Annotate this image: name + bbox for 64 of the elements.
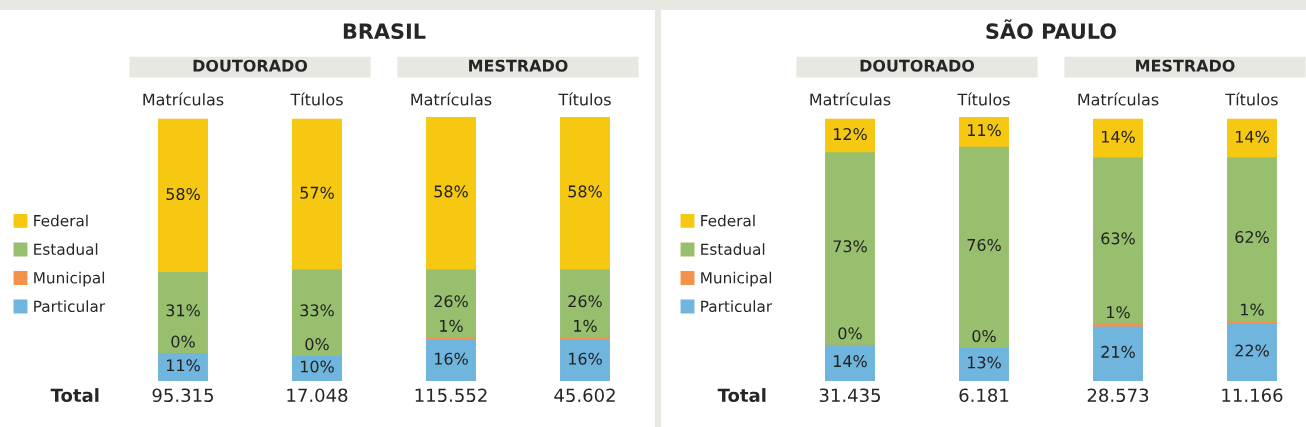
text: 17.048 bbox=[287, 388, 348, 403]
x-tick-label: Títulos bbox=[290, 92, 343, 106]
data-label: 26% bbox=[434, 295, 468, 308]
data-label: 57% bbox=[300, 186, 334, 199]
text: DOUTORADO bbox=[193, 59, 308, 72]
data-label: 62% bbox=[1235, 230, 1269, 244]
data-label: 13% bbox=[968, 356, 1001, 369]
text: MESTRADO bbox=[469, 59, 568, 72]
x-tick-label: Matrículas bbox=[810, 92, 891, 106]
data-label: 11% bbox=[167, 359, 200, 372]
data-label: 58% bbox=[166, 187, 200, 201]
x-tick-label: Títulos bbox=[1225, 92, 1278, 106]
data-label: 14% bbox=[834, 355, 867, 368]
data-label: 22% bbox=[1235, 344, 1269, 357]
text: Total bbox=[50, 388, 99, 403]
data-label: 58% bbox=[434, 185, 468, 198]
x-tick-label: Matrículas bbox=[143, 92, 224, 106]
legend-label: Estadual bbox=[34, 243, 98, 255]
x-tick-label: Títulos bbox=[558, 92, 611, 106]
data-label: 76% bbox=[967, 238, 1001, 251]
legend-label: Municipal bbox=[701, 271, 772, 287]
legend-label: Particular bbox=[701, 300, 773, 313]
data-label: 1% bbox=[440, 319, 463, 332]
data-label: 26% bbox=[568, 295, 602, 308]
text: 45.602 bbox=[554, 388, 615, 403]
data-label: 1% bbox=[574, 319, 597, 332]
data-label: 63% bbox=[1101, 232, 1135, 245]
x-tick-label: Títulos bbox=[957, 92, 1010, 106]
data-label: 1% bbox=[1241, 303, 1264, 316]
text: 28.573 bbox=[1087, 388, 1149, 403]
data-label: 21% bbox=[1101, 345, 1135, 358]
text: 115.552 bbox=[415, 388, 487, 403]
data-label: 31% bbox=[166, 304, 200, 317]
data-label: 14% bbox=[1236, 130, 1269, 143]
data-label: 11% bbox=[968, 124, 1001, 137]
data-label: 0% bbox=[305, 338, 329, 351]
data-label: 16% bbox=[569, 352, 602, 365]
x-tick-label: Matrículas bbox=[1078, 92, 1159, 106]
data-label: 12% bbox=[834, 128, 867, 141]
x-tick-label: Matrículas bbox=[411, 92, 492, 106]
data-label: 16% bbox=[435, 352, 468, 365]
text: 11.166 bbox=[1222, 388, 1283, 403]
legend-label: Federal bbox=[701, 214, 755, 227]
chart-title: SÃO PAULO bbox=[986, 19, 1116, 40]
text: 95.315 bbox=[152, 388, 214, 403]
legend-label: Estadual bbox=[701, 243, 765, 255]
data-label: 14% bbox=[1102, 130, 1135, 143]
data-label: 0% bbox=[171, 335, 195, 348]
text: MESTRADO bbox=[1136, 59, 1235, 72]
data-label: 58% bbox=[568, 185, 602, 198]
data-label: 0% bbox=[838, 327, 862, 340]
data-label: 0% bbox=[972, 329, 996, 342]
legend-label: Municipal bbox=[34, 271, 105, 287]
text: Total bbox=[717, 388, 766, 403]
legend-label: Particular bbox=[34, 300, 106, 313]
data-label: 33% bbox=[300, 304, 334, 317]
text: DOUTORADO bbox=[860, 59, 975, 72]
text: 6.181 bbox=[959, 388, 1009, 403]
data-label: 1% bbox=[1107, 306, 1130, 319]
text: 31.435 bbox=[819, 388, 881, 403]
legend-label: Federal bbox=[34, 214, 88, 227]
data-label: 73% bbox=[833, 240, 867, 253]
data-label: 10% bbox=[301, 360, 334, 373]
chart-title: BRASIL bbox=[343, 23, 426, 40]
